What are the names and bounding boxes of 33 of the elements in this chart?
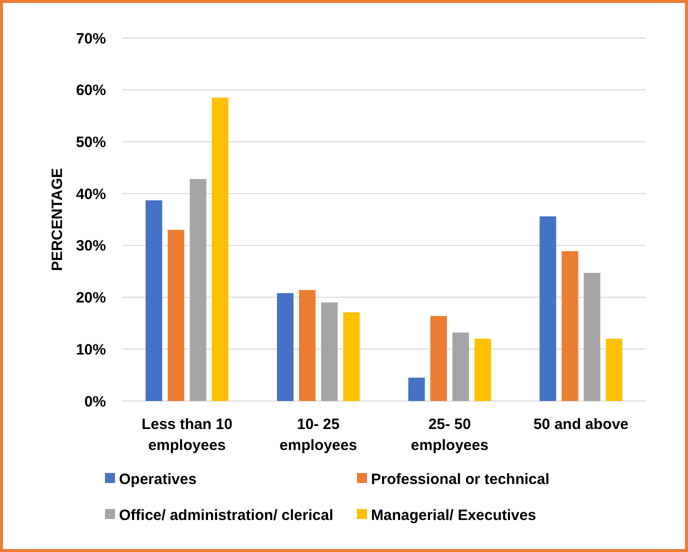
bar <box>562 251 578 401</box>
y-tick-label: 20% <box>76 290 106 307</box>
x-tick-label: 25- 50 employees <box>410 416 488 454</box>
bar <box>452 332 469 401</box>
bar <box>190 179 206 401</box>
y-tick-label: 30% <box>76 238 106 255</box>
y-tick-label: 50% <box>76 134 106 151</box>
bar <box>408 378 425 401</box>
bar <box>212 98 228 401</box>
bar <box>343 312 360 401</box>
x-tick-label: 10- 25 employees <box>280 416 358 454</box>
y-tick-label: 10% <box>76 341 106 358</box>
bar <box>584 272 600 401</box>
y-tick-label: 70% <box>76 30 106 48</box>
y-tick-label: 40% <box>76 186 106 203</box>
bar <box>299 290 316 401</box>
bar <box>474 338 492 401</box>
bar <box>540 216 556 401</box>
legend-label: Office/ administration/ clerical <box>119 507 334 524</box>
legend-label: Operatives <box>119 471 197 488</box>
y-tick-label: 0% <box>84 393 106 410</box>
y-axis-title: PERCENTAGE <box>49 168 66 272</box>
bar <box>321 302 338 401</box>
bar <box>606 338 622 401</box>
x-tick-label: Less than 10 employees <box>142 416 232 454</box>
bar <box>430 316 447 401</box>
x-tick-label: 50 and above <box>533 416 629 433</box>
bar <box>168 230 184 401</box>
bar <box>146 200 162 401</box>
legend-label: Professional or technical <box>371 471 550 488</box>
y-tick-label: 60% <box>76 82 106 100</box>
bar <box>276 293 294 401</box>
legend-label: Managerial/ Executives <box>371 507 536 524</box>
